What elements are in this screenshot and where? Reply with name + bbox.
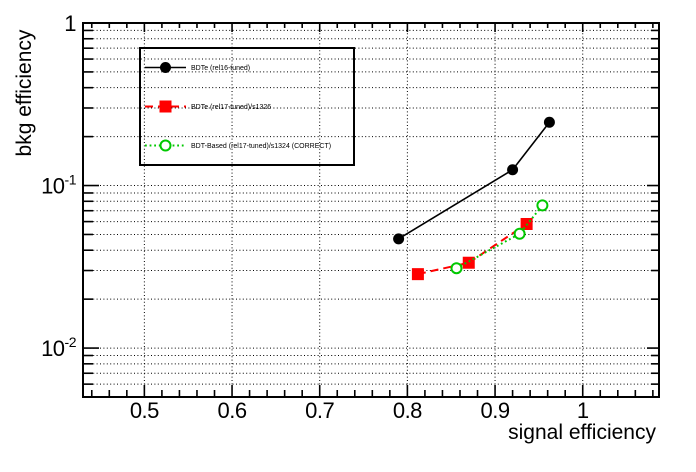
y-tick-label: 10-1: [41, 172, 77, 199]
plot-frame: [82, 22, 660, 398]
legend-marker: [159, 100, 172, 113]
data-point-marker: [393, 233, 405, 245]
legend-entry-label: BDTe (rel17-tuned)/s1326: [191, 104, 271, 111]
y-tick-label: 1: [64, 11, 76, 36]
data-point-marker: [543, 116, 555, 128]
data-point-marker: [462, 256, 475, 269]
legend-marker: [160, 62, 171, 73]
x-axis-title: signal efficiency: [508, 421, 656, 444]
x-tick-label: 0.7: [305, 398, 334, 423]
x-tick-label: 0.9: [481, 398, 510, 423]
x-tick-label: 0.8: [393, 398, 422, 423]
data-point-marker: [536, 199, 549, 212]
legend-entry-label: BDTe (rel16-tuned): [191, 65, 250, 72]
legend-box: [139, 47, 355, 166]
y-tick-label: 10-2: [41, 334, 77, 361]
x-tick-label: 1: [577, 398, 589, 423]
legend-marker: [159, 139, 172, 152]
legend-entry-label: BDT-Based (rel17-tuned)/s1324 (CORRECT): [191, 143, 331, 150]
data-point-marker: [450, 262, 463, 275]
x-tick-label: 0.5: [130, 398, 159, 423]
y-axis-title: bkg efficiency: [13, 29, 36, 157]
data-point-marker: [507, 164, 519, 176]
data-point-marker: [513, 227, 526, 240]
series-line-2: [456, 204, 544, 270]
x-tick-label: 0.6: [217, 398, 246, 423]
data-point-marker: [411, 268, 424, 281]
